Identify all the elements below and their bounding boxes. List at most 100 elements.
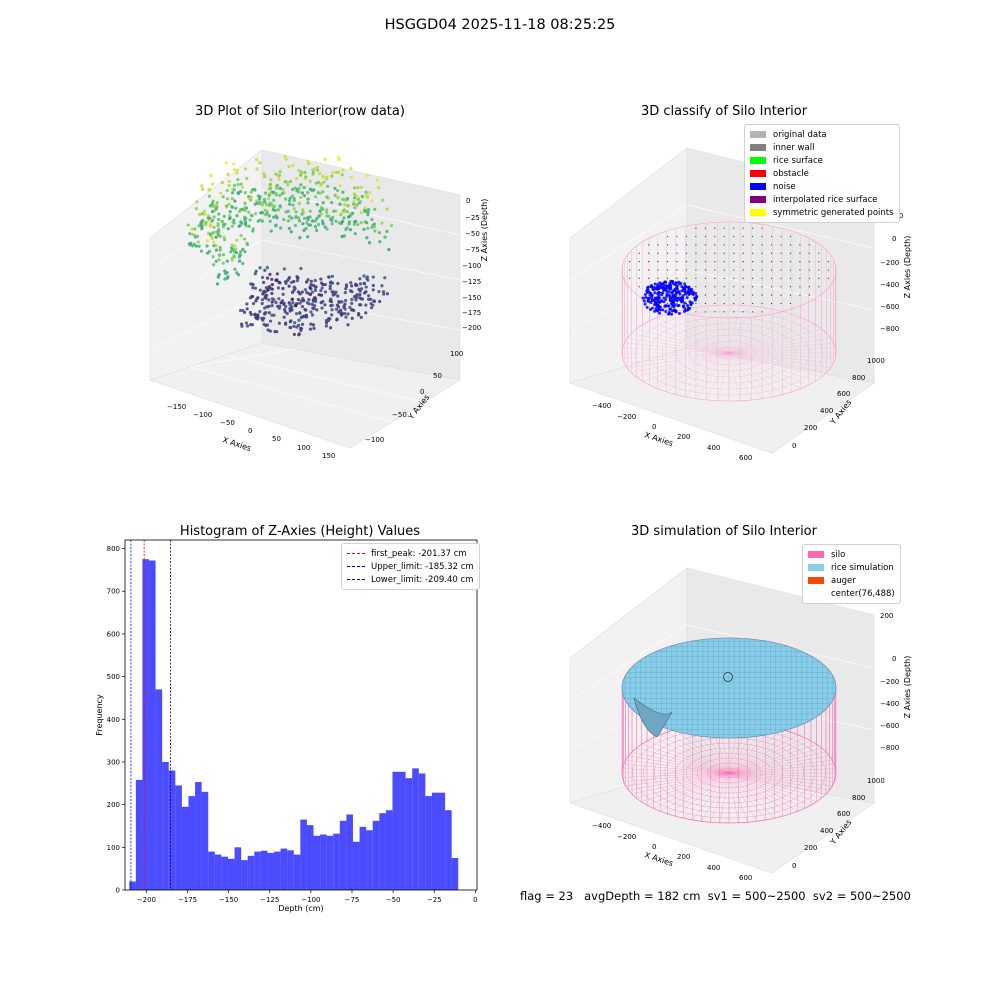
raw-data-point	[378, 299, 382, 304]
legend-label: first_peak: -201.37 cm	[371, 548, 467, 559]
raw-data-point	[293, 223, 297, 228]
noise-point	[641, 296, 645, 300]
raw-data-point	[319, 182, 324, 186]
surface-grid-point	[733, 244, 735, 246]
silo-bottom-spoke	[628, 772, 730, 791]
simulation-xtick: 400	[707, 864, 720, 872]
surface-grid-point	[761, 294, 763, 296]
raw-data-point	[236, 191, 241, 195]
raw-data-point	[235, 238, 239, 242]
raw-data-point	[290, 297, 294, 301]
silo-bottom-spoke	[685, 309, 730, 354]
raw-data-point	[328, 287, 332, 291]
surface-grid-point	[770, 294, 773, 296]
raw-data-point	[209, 174, 213, 178]
raw-data-point	[317, 293, 321, 297]
raw-plot-title: 3D Plot of Silo Interior(row data)	[195, 104, 405, 119]
raw-data-point	[232, 254, 236, 258]
raw-data-point	[292, 198, 296, 202]
legend-swatch	[808, 590, 824, 597]
silo-bottom-spoke	[631, 751, 730, 774]
histogram-bar	[425, 796, 432, 890]
histogram-bar	[385, 810, 393, 890]
raw-data-point	[253, 272, 257, 276]
raw-data-point	[199, 249, 204, 253]
raw-data-point	[350, 301, 354, 305]
histogram-bar	[142, 559, 150, 890]
raw-data-point	[277, 306, 281, 310]
legend-item: center(76,488)	[808, 587, 895, 600]
raw-data-point	[243, 208, 247, 213]
surface-grid-point	[761, 311, 763, 313]
surface-grid-point	[742, 261, 744, 263]
surface-grid-point	[789, 252, 792, 254]
histogram-bar	[227, 858, 235, 890]
silo-bottom-spoke	[636, 772, 730, 799]
noise-point	[694, 292, 698, 296]
raw-data-point	[338, 202, 342, 206]
raw-data-point	[262, 172, 266, 176]
legend-item: interpolated rice surface	[750, 193, 894, 206]
simulation-x-label: X Axies	[643, 850, 674, 868]
raw-data-point	[352, 222, 356, 226]
silo-bottom-spoke	[728, 772, 830, 791]
raw-data-point	[239, 234, 243, 238]
surface-grid-point	[695, 286, 697, 288]
raw-data-point	[270, 313, 274, 317]
raw-data-point	[324, 310, 328, 315]
histogram-bar	[274, 851, 281, 890]
raw-data-point	[265, 305, 269, 309]
raw-ztick: −175	[462, 309, 481, 317]
surface-grid-point	[752, 302, 754, 305]
raw-data-point	[290, 216, 294, 220]
legend-item: inner wall	[750, 141, 894, 154]
raw-data-point	[240, 324, 244, 328]
classify-x-label: X Axies	[643, 430, 674, 448]
raw-data-point	[243, 215, 247, 219]
raw-data-point	[325, 175, 329, 179]
raw-data-point	[236, 178, 240, 182]
silo-bottom-spoke	[728, 352, 741, 401]
raw-data-point	[317, 222, 321, 227]
histogram-bars	[129, 559, 459, 890]
surface-grid-point	[714, 294, 716, 296]
surface-grid-point	[742, 244, 744, 246]
raw-data-point	[302, 194, 307, 198]
surface-grid-point	[733, 252, 735, 254]
silo-bottom-spoke	[675, 311, 730, 354]
raw-data-point	[292, 285, 296, 289]
surface-grid-point	[704, 269, 706, 271]
raw-data-point	[315, 216, 319, 221]
raw-data-point	[238, 308, 243, 313]
surface-grid-point	[818, 252, 820, 254]
silo-bottom-spoke	[728, 342, 834, 354]
raw-data-point	[310, 290, 315, 294]
raw-data-point	[225, 270, 229, 275]
raw-data-point	[323, 303, 327, 307]
silo-bottom-spoke	[728, 305, 752, 354]
histogram-bar	[313, 835, 321, 890]
raw-data-point	[248, 218, 252, 222]
classify-xtick: −200	[617, 413, 636, 421]
raw-data-point	[375, 178, 379, 182]
raw-data-point	[264, 296, 268, 300]
surface-grid-point	[685, 277, 688, 279]
surface-grid-point	[704, 286, 706, 288]
surface-grid-point	[666, 277, 669, 279]
histogram-y-tick-label: 500	[107, 673, 120, 681]
noise-point	[671, 304, 675, 308]
raw-data-point	[328, 284, 332, 288]
raw-data-point	[319, 212, 323, 216]
raw-data-point	[315, 202, 319, 207]
histogram-title: Histogram of Z-Axies (Height) Values	[179, 524, 421, 539]
legend-item: Upper_limit: -185.32 cm	[347, 560, 474, 573]
surface-grid-point	[789, 261, 792, 263]
silo-bottom-spoke	[728, 352, 763, 399]
raw-data-point	[191, 244, 195, 248]
raw-data-point	[257, 197, 261, 201]
raw-data-point	[196, 240, 200, 244]
histogram-bar	[201, 791, 209, 890]
raw-data-point	[288, 307, 292, 311]
noise-point	[671, 299, 675, 303]
silo-bottom-spoke	[728, 352, 792, 392]
